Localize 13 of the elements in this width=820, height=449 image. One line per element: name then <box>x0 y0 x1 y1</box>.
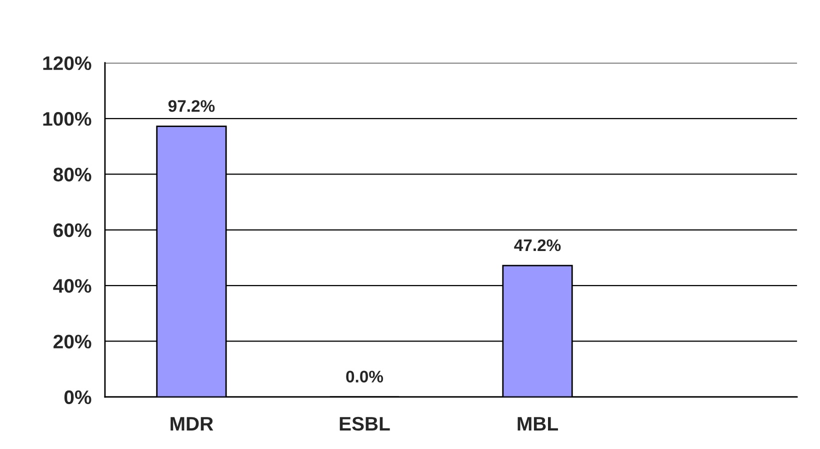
x-tick-label: MBL <box>518 417 558 430</box>
data-label: 97.2% <box>168 100 215 112</box>
y-tick-label: 20% <box>54 334 92 348</box>
y-tick-label: 60% <box>54 223 92 238</box>
y-tick-label: 100% <box>43 112 92 126</box>
y-tick-label: 80% <box>53 168 92 182</box>
y-tick-label: 40% <box>53 279 92 293</box>
x-tick-label: MDR <box>170 417 214 430</box>
data-label: 47.2% <box>514 239 561 252</box>
x-tick-label: ESBL <box>340 416 390 431</box>
y-tick-label: 120% <box>43 56 92 70</box>
data-label: 0.0% <box>346 370 384 383</box>
y-tick-label: 0% <box>64 390 92 404</box>
